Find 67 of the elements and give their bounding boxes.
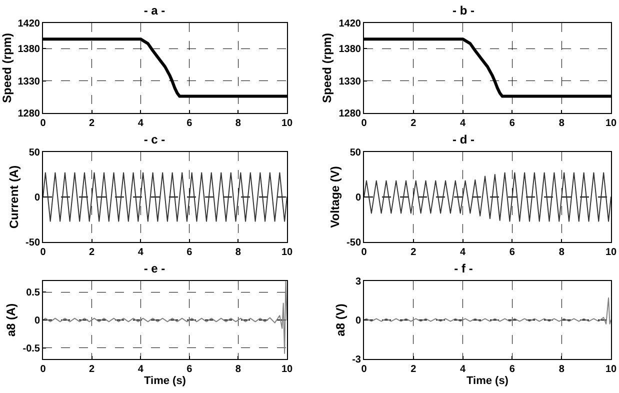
x-tick-label: 6	[509, 364, 516, 375]
y-axis-title: Speed (rpm)	[0, 32, 14, 104]
x-tick-label: 2	[89, 247, 96, 258]
y-axis-title: Speed (rpm)	[320, 32, 334, 104]
x-tick-label: 10	[281, 118, 293, 129]
x-tick-label: 8	[558, 364, 565, 375]
x-tick-label: 10	[605, 364, 617, 375]
y-tick-label: -0.5	[22, 343, 40, 354]
x-tick-label: 6	[509, 247, 516, 258]
y-tick-label: -50	[26, 238, 40, 248]
x-tick-label: 6	[186, 247, 193, 258]
y-tick-label: 1330	[18, 76, 40, 88]
line-series	[364, 172, 611, 222]
chart-title: - e -	[144, 261, 166, 276]
x-axis-title: Time (s)	[466, 375, 509, 388]
y-tick-label: 1280	[338, 108, 362, 120]
x-tick-label: 4	[460, 118, 466, 129]
chart-title: - f -	[454, 261, 473, 276]
x-tick-label: 4	[138, 364, 144, 375]
y-axis-title: Voltage (V)	[328, 166, 342, 228]
x-tick-label: 4	[138, 118, 144, 129]
x-tick-label: 10	[605, 118, 617, 129]
y-axis-title: a8 (V)	[333, 304, 348, 336]
x-tick-label: 2	[89, 364, 96, 375]
x-tick-label: 10	[281, 247, 293, 258]
y-tick-label: -50	[346, 238, 362, 248]
y-tick-label: 1380	[338, 44, 362, 56]
x-tick-label: 10	[605, 247, 617, 258]
x-tick-label: 4	[460, 364, 466, 375]
y-tick-label: 50	[350, 148, 362, 158]
y-tick-label: 1330	[338, 76, 362, 88]
x-tick-label: 6	[509, 118, 516, 129]
x-tick-label: 6	[186, 118, 193, 129]
x-tick-label: 6	[186, 364, 193, 375]
y-tick-label: 0	[34, 316, 40, 326]
y-tick-label: 0	[34, 192, 40, 204]
y-tick-label: 1380	[18, 44, 40, 56]
y-tick-label: 0	[355, 192, 362, 204]
x-tick-label: 10	[281, 364, 293, 375]
x-tick-label: 8	[558, 118, 565, 129]
y-tick-label: 0.5	[26, 288, 40, 299]
x-tick-label: 4	[460, 247, 466, 258]
y-tick-label: 1420	[18, 18, 40, 30]
x-tick-label: 2	[410, 364, 417, 375]
y-axis-title: Current (A)	[6, 165, 21, 229]
y-tick-label: 1420	[338, 18, 362, 30]
x-tick-label: 2	[410, 118, 417, 129]
y-tick-label: -3	[352, 354, 362, 366]
x-tick-label: 8	[235, 118, 242, 129]
x-tick-label: 8	[558, 247, 565, 258]
y-axis-title: a8 (A)	[4, 303, 18, 337]
y-tick-label: 3	[355, 276, 362, 288]
chart-title: - c -	[144, 132, 166, 146]
chart-title: - d -	[452, 132, 474, 146]
chart-title: - a -	[144, 3, 166, 18]
x-tick-label: 2	[410, 247, 417, 258]
x-tick-label: 8	[235, 364, 242, 375]
line-series	[43, 281, 287, 354]
y-tick-label: 50	[28, 148, 40, 158]
y-tick-label: 1280	[18, 108, 40, 120]
line-series	[364, 297, 611, 324]
chart-title: - b -	[452, 3, 474, 18]
x-tick-label: 2	[89, 118, 96, 129]
x-tick-label: 8	[235, 247, 242, 258]
x-axis-title: Time (s)	[144, 375, 186, 388]
x-tick-label: 4	[138, 247, 144, 258]
y-tick-label: 0	[355, 316, 362, 326]
